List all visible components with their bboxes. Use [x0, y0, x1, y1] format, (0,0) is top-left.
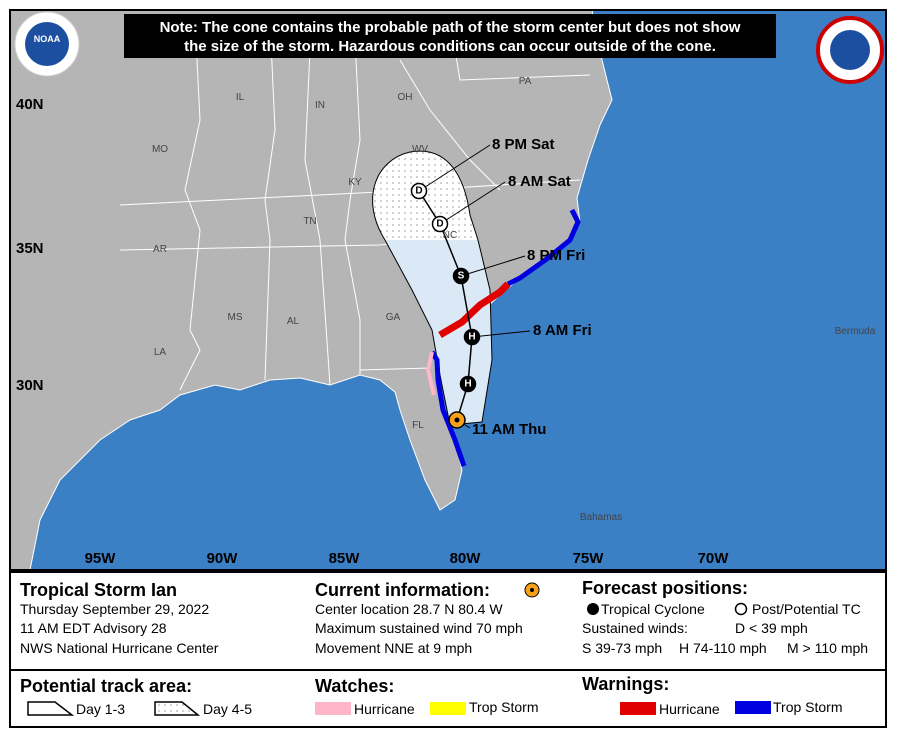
state-label: FL	[412, 420, 424, 431]
track-day45: Day 4-5	[203, 701, 252, 717]
forecast-marker	[410, 182, 428, 200]
trop-warning-swatch	[735, 701, 771, 714]
warnings-heading: Warnings:	[582, 674, 669, 694]
trop-storm-warning	[429, 350, 467, 467]
forecast-d: D < 39 mph	[735, 620, 808, 636]
noaa-text: NOAA	[34, 34, 61, 44]
state-label: GA	[386, 312, 401, 323]
warning-hurricane: Hurricane	[659, 701, 720, 717]
note: the size of the storm. Hazardous conditi…	[184, 38, 716, 55]
forecast-m: M > 110 mph	[787, 640, 868, 656]
day13-icon	[27, 701, 75, 716]
state-label: KY	[348, 177, 362, 188]
state-label: MO	[152, 144, 168, 155]
marker-letter: D	[415, 186, 422, 197]
state-label: AL	[287, 316, 300, 327]
forecast-label: 8 PM Sat	[492, 136, 555, 153]
storm-advisory: 11 AM EDT Advisory 28	[20, 620, 167, 636]
track-heading: Potential track area:	[20, 676, 192, 696]
note: Note: The cone contains the probable pat…	[160, 19, 741, 36]
state-label: TN	[303, 216, 316, 227]
state-label: IN	[315, 100, 325, 111]
forecast-label: 11 AM Thu	[472, 421, 546, 438]
current-line: Maximum sustained wind 70 mph	[315, 620, 523, 636]
forecast-marker	[431, 215, 449, 233]
state-label: AR	[153, 244, 167, 255]
current-line: Center location 28.7 N 80.4 W	[315, 601, 503, 617]
watch-hurricane: Hurricane	[354, 701, 415, 717]
place-label: Bermuda	[835, 326, 876, 337]
forecast-marker	[459, 375, 477, 393]
forecast-h: H 74-110 mph	[679, 640, 767, 656]
longitude-label: 95W	[85, 550, 117, 567]
nws-logo-inner	[830, 30, 870, 70]
watch-trop: Trop Storm	[469, 699, 539, 715]
marker-letter: D	[436, 219, 443, 230]
hurricane-warning-swatch	[620, 702, 656, 715]
warning-trop: Trop Storm	[773, 699, 843, 715]
current-dot	[454, 417, 460, 423]
cone-outline	[372, 150, 493, 426]
state-label: NC	[443, 230, 457, 241]
longitude-label: 90W	[207, 550, 239, 567]
storm-date: Thursday September 29, 2022	[20, 601, 209, 617]
latitude-label: 35N	[16, 240, 44, 257]
marker-letter: H	[468, 332, 475, 343]
longitude-label: 85W	[329, 550, 361, 567]
hurricane-watch	[425, 351, 436, 396]
forecast-marker	[463, 328, 481, 346]
track-day13: Day 1-3	[76, 701, 125, 717]
state-label: IL	[236, 92, 245, 103]
watches-heading: Watches:	[315, 676, 394, 696]
current-icon-dot	[530, 588, 534, 592]
state-label: OH	[398, 92, 413, 103]
forecast-s: S 39-73 mph	[582, 640, 662, 656]
longitude-label: 80W	[450, 550, 482, 567]
forecast-marker	[452, 267, 470, 285]
forecast-sustained: Sustained winds:	[582, 620, 688, 636]
marker-letter: S	[458, 271, 465, 282]
longitude-label: 75W	[573, 550, 605, 567]
post-icon	[734, 602, 748, 616]
latitude-label: 40N	[16, 96, 44, 113]
forecast-tc: Tropical Cyclone	[601, 601, 705, 617]
forecast-label: 8 AM Fri	[533, 322, 592, 339]
current-line: Movement NNE at 9 mph	[315, 640, 472, 656]
latitude-label: 30N	[16, 377, 44, 394]
current-heading: Current information:	[315, 580, 490, 600]
state-label: WV	[412, 144, 428, 155]
forecast-label: 8 AM Sat	[508, 173, 571, 190]
marker-letter: H	[464, 379, 471, 390]
storm-title: Tropical Storm Ian	[20, 580, 177, 600]
storm-center: NWS National Hurricane Center	[20, 640, 219, 656]
state-label: LA	[154, 347, 167, 358]
forecast-post: Post/Potential TC	[752, 601, 861, 617]
place-label: Bahamas	[580, 512, 622, 523]
state-borders	[119, 19, 591, 391]
trop-watch-swatch	[430, 702, 466, 715]
hurricane-warning	[438, 281, 511, 339]
day45-icon	[154, 701, 201, 716]
note-box	[124, 14, 776, 58]
state-label: PA	[519, 76, 532, 87]
hurricane-watch-swatch	[315, 702, 351, 715]
forecast-label: 8 PM Fri	[527, 247, 585, 264]
forecast-heading: Forecast positions:	[582, 578, 748, 598]
longitude-label: 70W	[698, 550, 730, 567]
map-frame	[9, 9, 887, 571]
noaa-logo-inner	[25, 22, 69, 66]
trop-storm-warning	[506, 208, 581, 287]
tc-icon	[587, 603, 599, 615]
state-label: MS	[228, 312, 243, 323]
